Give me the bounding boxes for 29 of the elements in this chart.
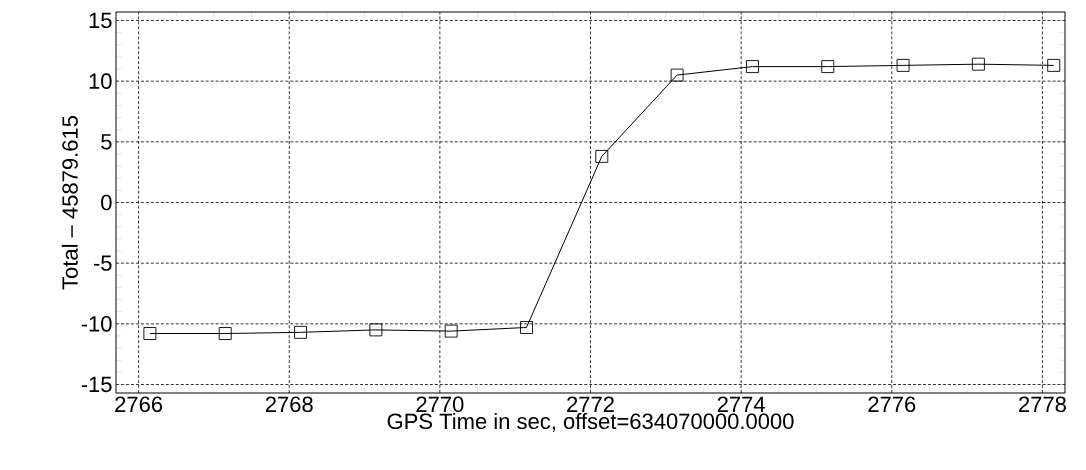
point [369, 323, 383, 337]
y-tick-label: -10 [81, 316, 112, 332]
point [670, 68, 684, 82]
x-tick-label: 2766 [115, 396, 163, 413]
point [971, 57, 985, 71]
point [595, 149, 609, 163]
point [821, 60, 835, 74]
point [745, 60, 759, 74]
y-tick-label: 15 [89, 12, 112, 29]
x-tick-label: 2778 [1019, 396, 1066, 413]
point [143, 327, 157, 340]
point [1047, 58, 1061, 72]
y-axis-title: Total – 45879.615 [61, 116, 78, 290]
point [444, 324, 458, 338]
y-tick-label: -5 [93, 255, 112, 271]
x-tick-label: 2774 [717, 396, 765, 412]
point [520, 321, 533, 334]
point [896, 58, 910, 72]
y-tick-label: 0 [101, 194, 112, 211]
x-tick-label: 2772 [567, 396, 614, 412]
point [218, 327, 232, 340]
y-tick-label: 5 [101, 134, 112, 150]
x-axis-title: GPS Time in sec, offset=634070000.0000 [387, 412, 794, 432]
x-tick-label: 2770 [416, 396, 464, 413]
y-tick-label: -15 [81, 376, 112, 393]
y-tick-label: 10 [89, 73, 112, 89]
point [294, 325, 307, 339]
x-tick-label: 2768 [265, 396, 313, 413]
x-tick-label: 2776 [868, 396, 916, 413]
